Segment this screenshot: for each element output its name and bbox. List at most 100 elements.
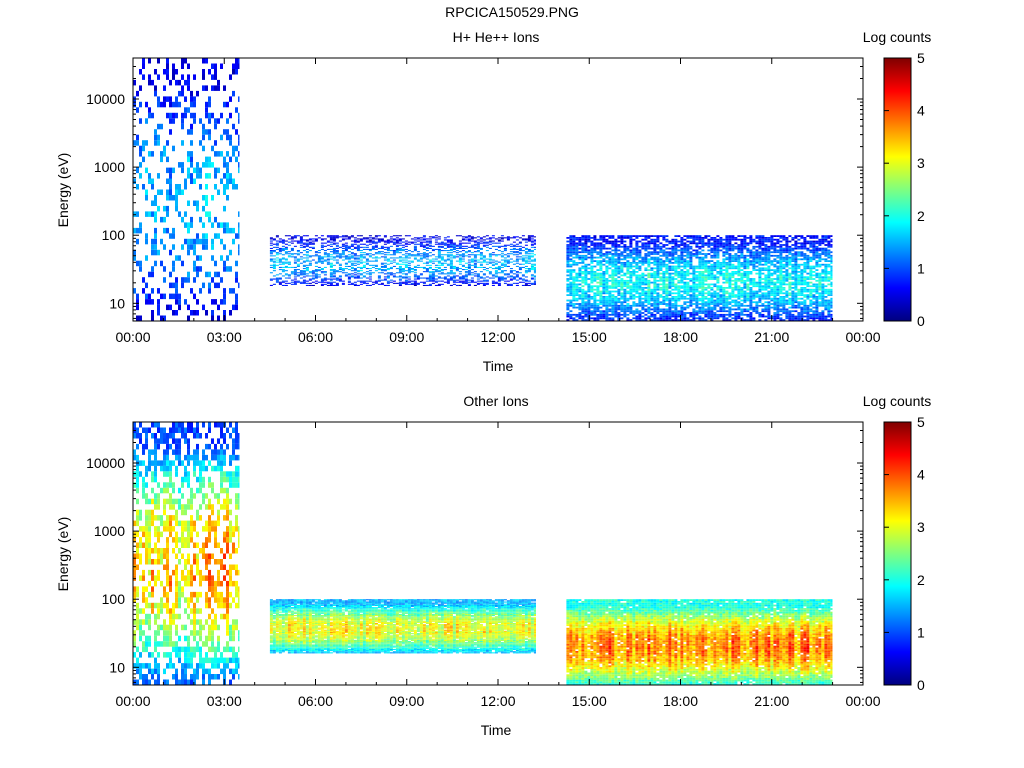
heatmap-cell — [653, 271, 657, 273]
heatmap-cell — [599, 315, 603, 318]
heatmap-cell — [770, 240, 774, 243]
heatmap-cell — [605, 238, 609, 241]
heatmap-cell — [614, 310, 618, 313]
heatmap-cell — [359, 277, 363, 279]
heatmap-cell — [770, 292, 774, 295]
heatmap-cell — [425, 256, 429, 258]
heatmap-cell — [746, 276, 750, 279]
heatmap-cell — [320, 248, 324, 250]
heatmap-cell — [731, 313, 735, 316]
heatmap-cell — [767, 245, 771, 248]
heatmap-cell — [773, 269, 777, 271]
heatmap-cell — [722, 281, 726, 284]
heatmap-cell — [695, 251, 699, 254]
heatmap-cell — [623, 306, 627, 309]
heatmap-cell — [674, 285, 678, 288]
heatmap-cell — [695, 287, 699, 289]
heatmap-cell — [716, 304, 720, 307]
heatmap-cell — [578, 244, 582, 246]
heatmap-cell — [566, 288, 570, 291]
heatmap-cell — [226, 167, 229, 174]
heatmap-cell — [401, 244, 405, 246]
heatmap-cell — [383, 273, 387, 275]
heatmap-cell — [302, 279, 306, 281]
heatmap-cell — [695, 288, 699, 291]
heatmap-cell — [527, 280, 531, 282]
heatmap-cell — [719, 294, 723, 296]
heatmap-cell — [449, 277, 453, 279]
heatmap-cell — [181, 140, 184, 146]
heatmap-cell — [446, 264, 450, 266]
heatmap-cell — [398, 268, 402, 270]
heatmap-cell — [184, 277, 187, 283]
heatmap-cell — [154, 260, 157, 267]
heatmap-cell — [581, 249, 585, 252]
heatmap-cell — [722, 245, 726, 248]
heatmap-cell — [590, 269, 594, 271]
heatmap-cell — [202, 162, 205, 168]
heatmap-cell — [467, 284, 471, 286]
heatmap-cell — [569, 303, 573, 305]
heatmap-cell — [755, 242, 759, 245]
heatmap-cell — [644, 296, 648, 298]
heatmap-cell — [755, 245, 759, 248]
heatmap-cell — [392, 250, 396, 252]
heatmap-cell — [719, 240, 723, 243]
heatmap-cell — [335, 278, 339, 280]
heatmap-cell — [671, 315, 675, 318]
heatmap-cell — [467, 254, 471, 256]
heatmap-cell — [680, 258, 684, 261]
heatmap-cell — [293, 270, 297, 272]
heatmap-cell — [629, 237, 633, 239]
heatmap-cell — [737, 267, 741, 270]
heatmap-cell — [743, 296, 747, 298]
heatmap-cell — [428, 274, 432, 276]
heatmap-cell — [638, 317, 642, 320]
heatmap-cell — [770, 254, 774, 257]
heatmap-cell — [590, 313, 594, 316]
heatmap-cell — [614, 254, 618, 257]
heatmap-cell — [326, 235, 330, 237]
heatmap-cell — [386, 254, 390, 256]
heatmap-cell — [299, 237, 303, 239]
heatmap-cell — [602, 244, 606, 246]
heatmap-cell — [296, 272, 300, 274]
heatmap-cell — [581, 254, 585, 257]
heatmap-cell — [659, 308, 663, 311]
heatmap-cell — [220, 134, 223, 141]
heatmap-cell — [353, 254, 357, 256]
heatmap-cell — [626, 319, 630, 321]
heatmap-cell — [677, 285, 681, 288]
heatmap-cell — [232, 69, 235, 75]
heatmap-cell — [668, 269, 672, 271]
heatmap-cell — [683, 287, 687, 289]
heatmap-cell — [374, 252, 378, 254]
heatmap-cell — [365, 282, 369, 284]
heatmap-cell — [184, 211, 187, 217]
heatmap-cell — [341, 250, 345, 252]
heatmap-cell — [281, 281, 285, 283]
heatmap-cell — [178, 162, 181, 168]
heatmap-cell — [404, 257, 408, 259]
heatmap-cell — [566, 262, 570, 264]
heatmap-cell — [413, 247, 417, 249]
heatmap-cell — [749, 290, 753, 293]
heatmap-cell — [647, 296, 651, 298]
heatmap-cell — [178, 184, 181, 190]
heatmap-cell — [187, 271, 190, 278]
heatmap-cell — [350, 235, 354, 237]
heatmap-cell — [181, 282, 184, 289]
heatmap-cell — [154, 227, 157, 234]
heatmap-cell — [302, 281, 306, 283]
heatmap-cell — [761, 269, 765, 271]
heatmap-cell — [695, 283, 699, 286]
heatmap-cell — [617, 308, 621, 311]
heatmap-cell — [332, 257, 336, 259]
heatmap-cell — [530, 238, 534, 240]
heatmap-cell — [359, 270, 363, 272]
heatmap-cell — [524, 259, 528, 261]
heatmap-cell — [614, 306, 618, 309]
heatmap-cell — [365, 263, 369, 265]
heatmap-cell — [758, 237, 762, 239]
heatmap-cell — [305, 282, 309, 284]
